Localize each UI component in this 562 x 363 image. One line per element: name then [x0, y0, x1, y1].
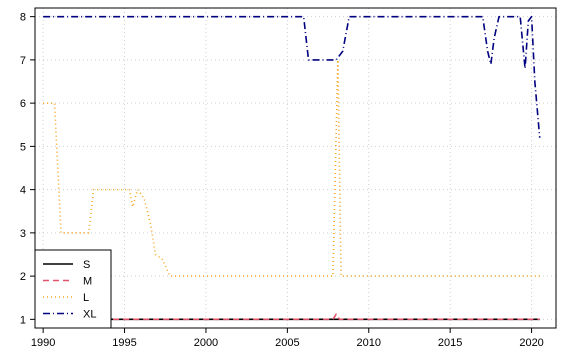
series-lines [43, 15, 541, 321]
x-tick-label: 1990 [31, 337, 55, 349]
y-tick-label: 1 [20, 314, 26, 326]
grid [35, 8, 556, 328]
x-tick-label: 2000 [194, 337, 218, 349]
x-tick-label: 1995 [112, 337, 136, 349]
y-tick-label: 8 [20, 12, 26, 24]
y-tick-label: 7 [20, 55, 26, 67]
series-line-m [43, 313, 540, 321]
axes: 1990 1995 2000 2005 2010 2015 2020 1 2 3 4 5 6 7 8 [20, 12, 544, 349]
legend-label-l: L [83, 292, 89, 304]
x-tick-label: 2005 [275, 337, 299, 349]
y-tick-label: 6 [20, 98, 26, 110]
legend-label-m: M [83, 276, 92, 288]
legend-label-xl: XL [83, 309, 96, 321]
legend-box [34, 249, 112, 329]
x-tick-label: 2015 [438, 337, 462, 349]
y-tick-label: 3 [20, 228, 26, 240]
plot-frame [34, 7, 557, 329]
x-tick-label: 2010 [357, 337, 381, 349]
legend-label-s: S [83, 259, 90, 271]
x-tick-label: 2020 [519, 337, 543, 349]
y-tick-label: 2 [20, 271, 26, 283]
series-line-xl [43, 15, 541, 138]
y-tick-label: 4 [20, 185, 26, 197]
legend: SML XL [34, 249, 112, 329]
y-tick-label: 5 [20, 141, 26, 153]
series-line-l [43, 59, 540, 277]
